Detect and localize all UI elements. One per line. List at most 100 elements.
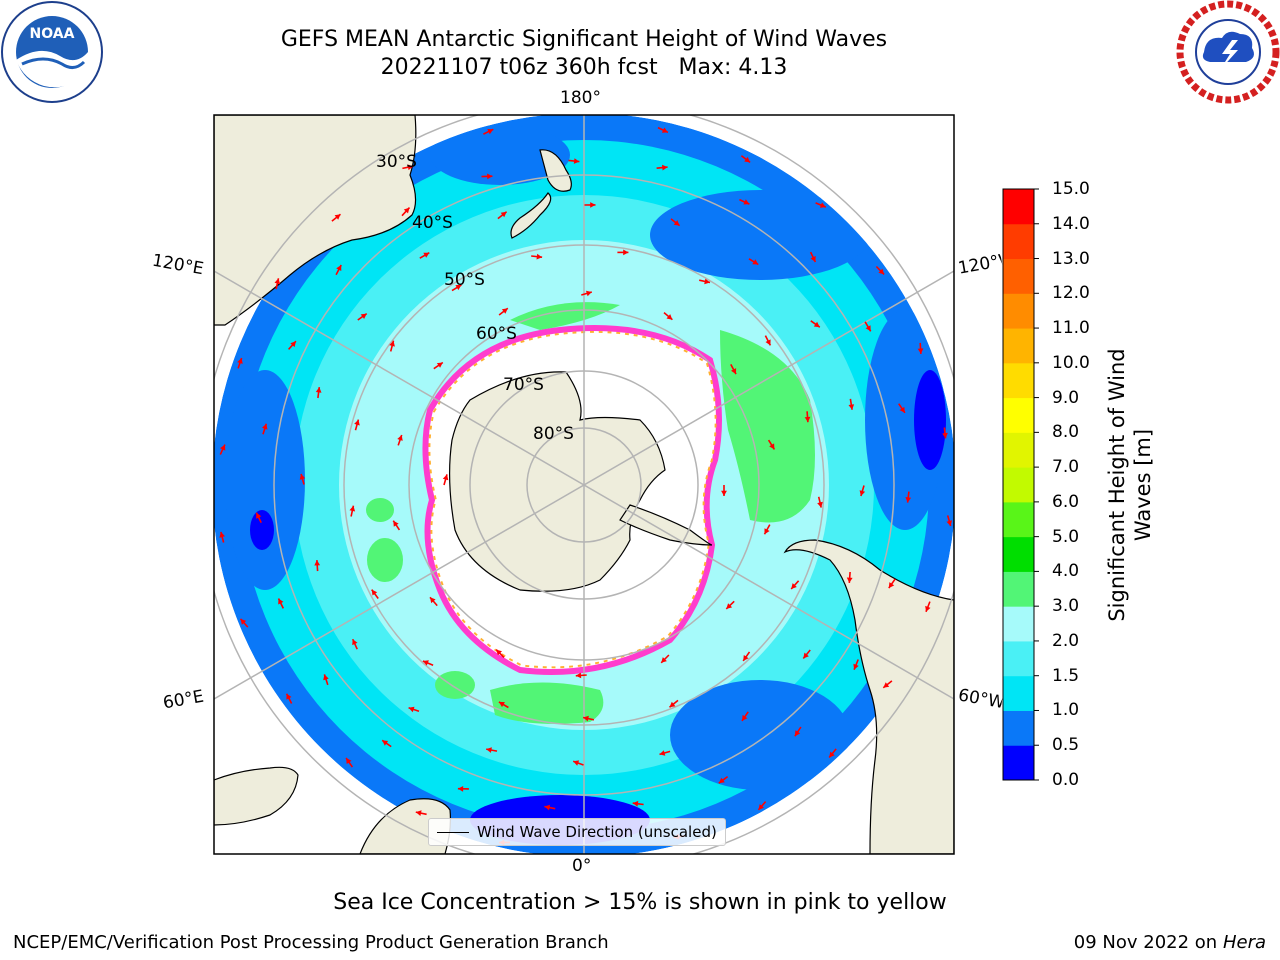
colorbar-segment xyxy=(1003,467,1034,503)
wind-wave-arrow-head xyxy=(878,268,885,275)
wind-wave-arrow-head xyxy=(742,714,748,721)
latitude-label-40S: 40°S xyxy=(412,213,453,233)
colorbar-tick-label: 2.0 xyxy=(1052,630,1080,651)
colorbar-tick-label: 8.0 xyxy=(1052,422,1080,443)
wind-wave-arrow-head xyxy=(743,199,750,205)
wind-wave-arrow-head xyxy=(389,340,395,347)
wind-wave-arrow-head xyxy=(803,652,809,659)
colorbar-label: Significant Height of Wind Waves [m] xyxy=(1105,348,1155,622)
latitude-label-70S: 70°S xyxy=(503,375,544,395)
colorbar-segment xyxy=(1003,223,1034,260)
colorbar-tick-label: 4.0 xyxy=(1052,561,1080,582)
wind-wave-arrow-head xyxy=(810,256,816,262)
high-wave-patch-southwest xyxy=(435,671,475,699)
wind-wave-arrow-head xyxy=(883,682,890,688)
wind-wave-arrow-head xyxy=(718,777,725,784)
longitude-label-180: 180° xyxy=(560,88,601,108)
wind-wave-arrow-head xyxy=(219,531,225,538)
footer-credit: NCEP/EMC/Verification Post Processing Pr… xyxy=(13,932,609,953)
colorbar-tick-label: 6.0 xyxy=(1052,491,1080,512)
wind-wave-arrow-head xyxy=(848,404,855,410)
colorbar xyxy=(1003,189,1034,781)
legend-line-symbol xyxy=(437,831,469,833)
wind-wave-arrow-head xyxy=(487,173,493,180)
colorbar-tick-label: 0.0 xyxy=(1052,770,1080,790)
high-wave-patch-west-2 xyxy=(366,498,394,522)
map-frame xyxy=(213,114,955,855)
high-wave-patch-south xyxy=(490,682,604,724)
wind-wave-arrow-head xyxy=(764,528,770,535)
land-new-zealand-north xyxy=(539,149,572,192)
colorbar-tick-label: 14.0 xyxy=(1052,213,1090,234)
wind-wave-arrow-head xyxy=(888,582,895,589)
wind-wave-arrow-head xyxy=(334,214,341,220)
wind-wave-arrow-head xyxy=(743,655,749,661)
wind-wave-arrow-head xyxy=(299,473,306,480)
wind-wave-arrow-head xyxy=(422,660,429,666)
meridian-60E-120W xyxy=(214,270,954,700)
noaa-logo-text: NOAA xyxy=(30,26,75,42)
sea-ice-inner-edge xyxy=(428,330,717,669)
colorbar-segment xyxy=(1003,640,1034,677)
colorbar-tick-label: 3.0 xyxy=(1052,596,1080,617)
wind-wave-arrow-head xyxy=(661,127,668,133)
national-weather-service-logo xyxy=(1176,0,1280,104)
colorbar-tick-label: 10.0 xyxy=(1052,352,1090,373)
wind-wave-arrow-head xyxy=(752,259,759,265)
wind-wave-arrow-head xyxy=(349,505,356,512)
high-wave-patch-north xyxy=(510,302,620,330)
wind-wave-arrow-head xyxy=(423,252,430,258)
wind-wave-arrow-head xyxy=(765,339,771,346)
map-area xyxy=(214,115,954,854)
wind-wave-arrow-head xyxy=(829,751,835,758)
wind-wave-arrow-head xyxy=(346,758,352,764)
wind-wave-arrow-head xyxy=(455,284,462,291)
colorbar-tick-label: 1.5 xyxy=(1052,665,1080,686)
very-low-wave-patch-east xyxy=(914,370,946,470)
colorbar-tick-label: 12.0 xyxy=(1052,283,1090,304)
wind-wave-arrow-head xyxy=(240,618,247,625)
wind-wave-arrow-head xyxy=(430,597,436,604)
wind-wave-arrow-head xyxy=(442,474,449,481)
colorbar-segment xyxy=(1003,189,1034,225)
wind-wave-arrow-head xyxy=(536,253,543,260)
wind-wave-arrow-head xyxy=(382,740,389,746)
land-madagascar xyxy=(214,766,299,826)
wind-wave-arrow-head xyxy=(905,497,912,503)
wind-wave-arrow-head xyxy=(403,207,410,214)
latitude-label-30S: 30°S xyxy=(376,152,417,172)
wind-wave-arrow-head xyxy=(315,387,322,393)
wind-wave-arrow-head xyxy=(669,701,676,708)
colorbar-segment xyxy=(1003,397,1034,433)
colorbar-segment xyxy=(1003,328,1034,364)
colorbar-segment xyxy=(1003,432,1034,468)
wind-wave-arrow-head xyxy=(237,358,243,364)
wind-wave-arrow-head xyxy=(544,804,551,811)
colorbar-tick-label: 0.5 xyxy=(1052,735,1080,756)
wind-wave-arrow-head xyxy=(942,432,948,439)
wind-wave-arrow-head xyxy=(436,362,443,368)
wind-wave-arrow-head xyxy=(500,211,507,218)
colorbar-tick-label: 5.0 xyxy=(1052,526,1080,547)
low-wave-patch-southeast xyxy=(670,680,850,790)
high-wave-patch-west-1 xyxy=(367,538,403,582)
land-south-america xyxy=(783,539,954,854)
wind-wave-arrow-head xyxy=(804,416,811,423)
latitude-label-60S: 60°S xyxy=(476,324,517,344)
colorbar-segment xyxy=(1003,606,1034,642)
wind-wave-arrow-head xyxy=(407,164,414,171)
wind-wave-arrow-head xyxy=(262,423,268,430)
wind-wave-arrow-head xyxy=(623,249,629,256)
colorbar-tick-label: 9.0 xyxy=(1052,387,1080,408)
wind-wave-arrow-head xyxy=(393,520,399,527)
wind-wave-arrow-head xyxy=(336,265,342,271)
wind-wave-arrow-head xyxy=(583,715,589,722)
wind-wave-arrow-head xyxy=(659,750,666,756)
low-wave-patch-north xyxy=(430,125,570,185)
wind-wave-arrow-head xyxy=(744,156,751,163)
colorbar-segment xyxy=(1003,258,1034,294)
wind-wave-arrow-head xyxy=(501,308,508,314)
wind-wave-arrow-head xyxy=(486,747,492,753)
low-wave-patch-east xyxy=(865,310,945,530)
